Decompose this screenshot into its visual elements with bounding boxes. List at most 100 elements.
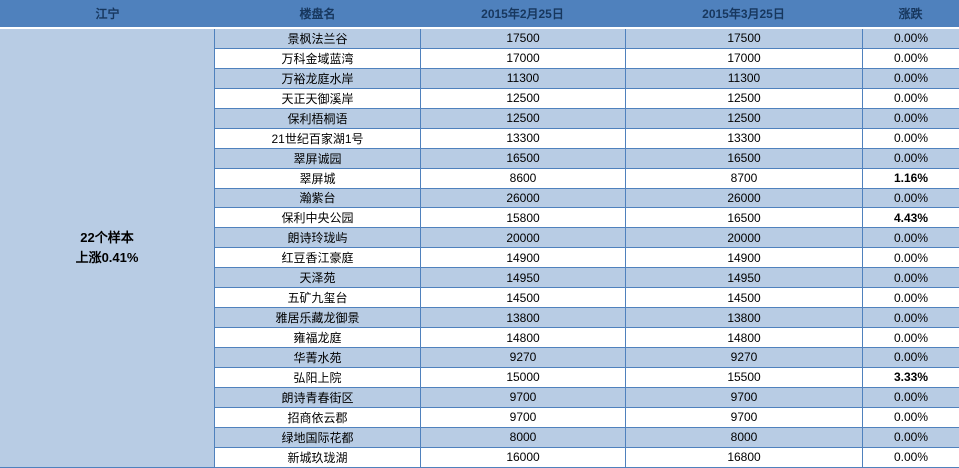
price-mar-cell[interactable]: 8000	[625, 427, 862, 447]
change-cell[interactable]: 0.00%	[862, 88, 959, 108]
property-name-cell[interactable]: 华菁水苑	[293, 350, 342, 365]
price-mar-cell[interactable]: 13800	[625, 308, 862, 328]
price-mar-cell[interactable]: 16500	[625, 208, 862, 228]
price-mar-cell[interactable]: 12500	[625, 88, 862, 108]
price-feb-cell[interactable]: 14500	[420, 288, 625, 308]
property-name-cell[interactable]: 招商依云郡	[287, 410, 348, 425]
table-header-row: 江宁 楼盘名 2015年2月25日 2015年3月25日 涨跌	[0, 0, 959, 29]
table-row: 万裕龙庭水岸 11300 11300 0.00%	[215, 68, 959, 89]
property-name-cell[interactable]: 瀚紫台	[299, 191, 336, 206]
price-mar-cell[interactable]: 16500	[625, 148, 862, 168]
property-name-cell[interactable]: 新城玖珑湖	[287, 450, 348, 465]
price-feb-cell[interactable]: 9270	[420, 348, 625, 367]
change-cell[interactable]: 0.00%	[862, 29, 959, 48]
property-name-cell[interactable]: 景枫法兰谷	[287, 31, 348, 46]
property-name-cell[interactable]: 翠屏城	[299, 171, 336, 186]
price-mar-cell[interactable]: 14800	[625, 328, 862, 347]
price-feb-cell[interactable]: 17500	[420, 29, 625, 48]
price-mar-cell[interactable]: 14500	[625, 288, 862, 308]
price-feb-cell[interactable]: 14950	[420, 268, 625, 288]
property-name-cell[interactable]: 雍福龙庭	[293, 331, 342, 346]
change-cell[interactable]: 0.00%	[862, 387, 959, 407]
change-cell[interactable]: 0.00%	[862, 427, 959, 447]
change-cell[interactable]: 0.00%	[862, 407, 959, 427]
price-feb-cell[interactable]: 14800	[420, 328, 625, 347]
price-feb-cell[interactable]: 12500	[420, 108, 625, 128]
price-feb-cell[interactable]: 17000	[420, 48, 625, 68]
change-cell[interactable]: 0.00%	[862, 248, 959, 268]
property-name-cell[interactable]: 五矿九玺台	[287, 291, 348, 306]
property-name-cell[interactable]: 弘阳上院	[293, 370, 342, 385]
price-feb-cell[interactable]: 15800	[420, 208, 625, 228]
header-date-mar[interactable]: 2015年3月25日	[702, 7, 785, 21]
price-mar-cell[interactable]: 20000	[625, 228, 862, 248]
table-row: 保利中央公园 15800 16500 4.43%	[215, 208, 959, 229]
price-mar-cell[interactable]: 17500	[625, 29, 862, 48]
price-feb-cell[interactable]: 16500	[420, 148, 625, 168]
price-mar-cell[interactable]: 9700	[625, 407, 862, 427]
price-mar-cell[interactable]: 14900	[625, 248, 862, 268]
price-mar-cell[interactable]: 12500	[625, 108, 862, 128]
property-name-cell[interactable]: 朗诗玲珑屿	[287, 231, 348, 246]
property-name-cell[interactable]: 万裕龙庭水岸	[281, 71, 354, 86]
price-mar-cell[interactable]: 11300	[625, 68, 862, 88]
property-name-cell[interactable]: 绿地国际花都	[281, 430, 354, 445]
price-feb-cell[interactable]: 8000	[420, 427, 625, 447]
price-feb-cell[interactable]: 9700	[420, 387, 625, 407]
property-name-cell[interactable]: 雅居乐藏龙御景	[275, 311, 360, 326]
change-cell[interactable]: 4.43%	[862, 208, 959, 228]
change-cell[interactable]: 0.00%	[862, 308, 959, 328]
property-name-cell[interactable]: 万科金域蓝湾	[281, 51, 354, 66]
price-feb-cell[interactable]: 26000	[420, 188, 625, 208]
price-mar-cell[interactable]: 17000	[625, 48, 862, 68]
price-feb-cell[interactable]: 12500	[420, 88, 625, 108]
price-mar-cell[interactable]: 14950	[625, 268, 862, 288]
header-region[interactable]: 江宁	[95, 7, 120, 21]
property-name-cell[interactable]: 朗诗青春街区	[281, 390, 354, 405]
price-feb-cell[interactable]: 14900	[420, 248, 625, 268]
price-mar-cell[interactable]: 9700	[625, 387, 862, 407]
header-date-feb[interactable]: 2015年2月25日	[481, 7, 564, 21]
price-feb-cell[interactable]: 15000	[420, 367, 625, 387]
property-name-cell[interactable]: 天正天御溪岸	[281, 91, 354, 106]
table-row: 新城玖珑湖 16000 16800 0.00%	[215, 447, 959, 468]
change-cell[interactable]: 0.00%	[862, 348, 959, 367]
change-cell[interactable]: 0.00%	[862, 48, 959, 68]
price-mar-cell[interactable]: 15500	[625, 367, 862, 387]
change-cell[interactable]: 0.00%	[862, 128, 959, 148]
price-feb-cell[interactable]: 13300	[420, 128, 625, 148]
price-mar-cell[interactable]: 8700	[625, 168, 862, 188]
change-cell[interactable]: 1.16%	[862, 168, 959, 188]
price-feb-cell[interactable]: 11300	[420, 68, 625, 88]
property-name-cell[interactable]: 保利梧桐语	[287, 111, 348, 126]
price-mar-cell[interactable]: 13300	[625, 128, 862, 148]
price-mar-cell[interactable]: 26000	[625, 188, 862, 208]
property-name-cell[interactable]: 天泽苑	[299, 271, 336, 286]
change-cell[interactable]: 3.33%	[862, 367, 959, 387]
table-row: 朗诗青春街区 9700 9700 0.00%	[215, 387, 959, 408]
change-cell[interactable]: 0.00%	[862, 288, 959, 308]
change-cell[interactable]: 0.00%	[862, 68, 959, 88]
property-name-cell[interactable]: 翠屏诚园	[293, 151, 342, 166]
change-cell[interactable]: 0.00%	[862, 228, 959, 248]
property-name-cell[interactable]: 21世纪百家湖1号	[271, 131, 364, 146]
price-mar-cell[interactable]: 9270	[625, 348, 862, 367]
change-cell[interactable]: 0.00%	[862, 188, 959, 208]
region-summary-cell[interactable]: 22个样本 上涨0.41%	[0, 29, 215, 468]
price-feb-cell[interactable]: 16000	[420, 447, 625, 467]
price-feb-cell[interactable]: 9700	[420, 407, 625, 427]
property-name-cell[interactable]: 红豆香江豪庭	[281, 251, 354, 266]
price-feb-cell[interactable]: 8600	[420, 168, 625, 188]
property-name-cell[interactable]: 保利中央公园	[281, 211, 354, 226]
change-cell[interactable]: 0.00%	[862, 268, 959, 288]
table-row: 保利梧桐语 12500 12500 0.00%	[215, 108, 959, 129]
header-change[interactable]: 涨跌	[898, 7, 923, 21]
price-feb-cell[interactable]: 13800	[420, 308, 625, 328]
price-mar-cell[interactable]: 16800	[625, 447, 862, 467]
header-property-name[interactable]: 楼盘名	[299, 7, 336, 21]
change-cell[interactable]: 0.00%	[862, 447, 959, 467]
change-cell[interactable]: 0.00%	[862, 148, 959, 168]
change-cell[interactable]: 0.00%	[862, 108, 959, 128]
change-cell[interactable]: 0.00%	[862, 328, 959, 347]
price-feb-cell[interactable]: 20000	[420, 228, 625, 248]
